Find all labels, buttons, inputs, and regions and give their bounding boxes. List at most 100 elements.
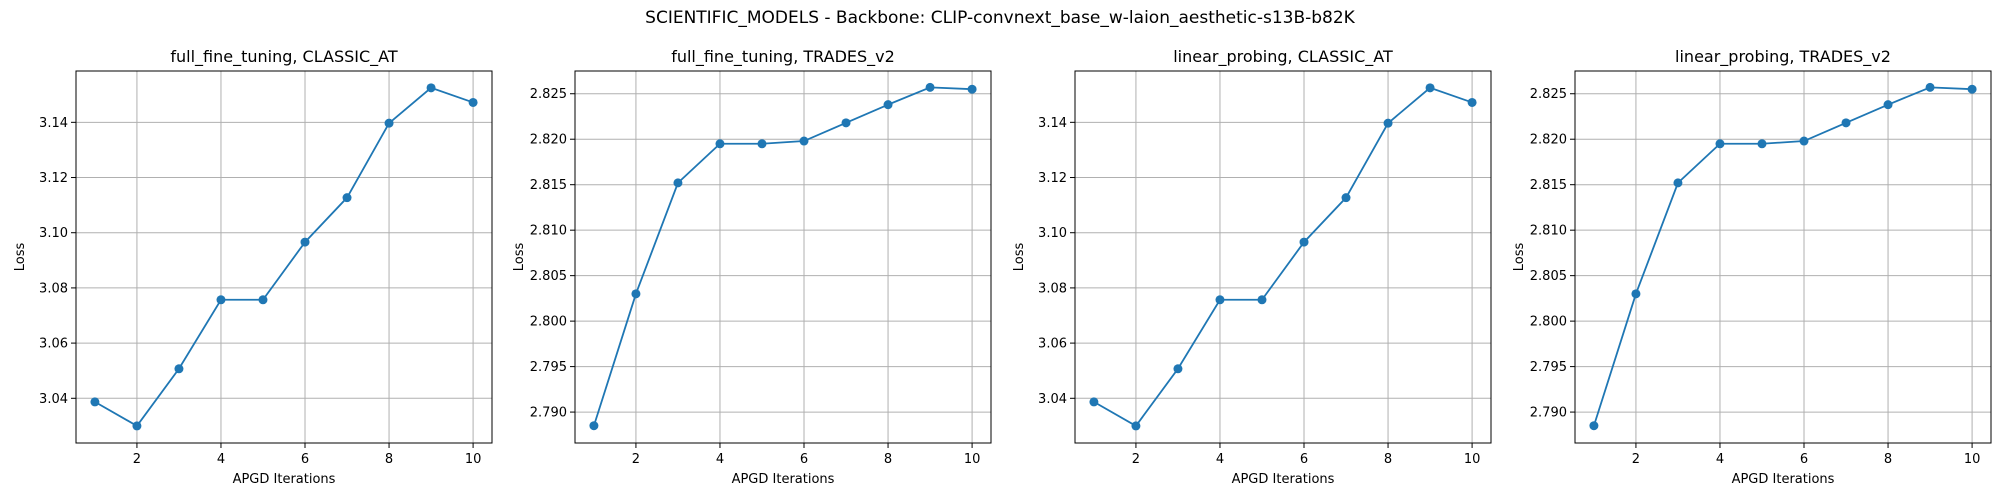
data-point xyxy=(384,118,394,128)
x-tick-label: 6 xyxy=(1300,452,1308,467)
data-point xyxy=(1925,82,1935,92)
y-tick-label: 2.795 xyxy=(530,360,567,375)
data-point xyxy=(673,178,683,188)
data-point xyxy=(90,397,100,407)
y-tick-label: 2.825 xyxy=(1530,87,1567,102)
y-tick-label: 3.08 xyxy=(39,281,68,296)
data-point xyxy=(300,237,310,247)
x-tick-label: 8 xyxy=(1384,452,1392,467)
data-point xyxy=(1631,289,1641,299)
data-point xyxy=(1883,100,1893,110)
y-tick-label: 3.04 xyxy=(1038,392,1067,407)
data-point xyxy=(1467,97,1477,107)
axes-frame xyxy=(574,70,992,444)
data-point xyxy=(799,136,809,146)
y-tick-label: 3.12 xyxy=(1038,171,1067,186)
y-tick-label: 2.820 xyxy=(1530,133,1567,148)
data-point xyxy=(1089,397,1099,407)
series-line xyxy=(94,86,474,428)
x-axis-label: APGD Iterations xyxy=(1232,472,1335,487)
y-tick-label: 3.10 xyxy=(1038,226,1067,241)
y-tick-label: 3.14 xyxy=(1038,116,1067,131)
chart-title: linear_probing, CLASSIC_AT xyxy=(1173,47,1393,67)
series-line xyxy=(1593,86,1973,426)
x-tick-label: 10 xyxy=(964,452,981,467)
data-point xyxy=(967,84,977,94)
data-point xyxy=(1215,295,1225,305)
x-tick-label: 2 xyxy=(1632,452,1640,467)
axes-frame xyxy=(75,70,493,444)
x-tick-label: 8 xyxy=(1884,452,1892,467)
y-tick-label: 2.795 xyxy=(1530,360,1567,375)
data-point xyxy=(925,82,935,92)
x-tick-label: 2 xyxy=(632,452,640,467)
chart-panel-3: 2 4 6 8 10 3.04 3.06 3.08 3.10 3.12 3.14 linear_pro… xyxy=(1012,47,1492,487)
series-line xyxy=(1093,86,1473,428)
x-tick-label: 8 xyxy=(884,452,892,467)
x-tick-label: 6 xyxy=(800,452,808,467)
x-tick-label: 4 xyxy=(1216,452,1224,467)
data-point xyxy=(342,193,352,203)
data-point xyxy=(174,364,184,374)
chart-title: linear_probing, TRADES_v2 xyxy=(1675,47,1891,67)
y-tick-label: 2.805 xyxy=(530,269,567,284)
y-tick-label: 3.04 xyxy=(39,392,68,407)
y-tick-label: 2.815 xyxy=(530,178,567,193)
y-tick-label: 2.790 xyxy=(1530,406,1567,421)
data-point xyxy=(258,295,268,305)
y-axis-label: Loss xyxy=(1012,243,1027,272)
y-tick-label: 3.10 xyxy=(39,226,68,241)
chart-title: full_fine_tuning, TRADES_v2 xyxy=(671,47,895,67)
x-tick-label: 6 xyxy=(1800,452,1808,467)
data-point xyxy=(1299,237,1309,247)
data-point xyxy=(1425,83,1435,93)
y-tick-label: 3.06 xyxy=(1038,337,1067,352)
data-point xyxy=(1799,136,1809,146)
y-tick-label: 2.825 xyxy=(530,87,567,102)
data-point xyxy=(841,118,851,128)
axes-frame xyxy=(1574,70,1992,444)
y-axis-label: Loss xyxy=(512,243,527,272)
y-tick-label: 2.790 xyxy=(530,406,567,421)
y-tick-label: 3.06 xyxy=(39,337,68,352)
y-tick-label: 2.810 xyxy=(1530,224,1567,239)
x-tick-label: 10 xyxy=(465,452,482,467)
series-line xyxy=(593,86,973,426)
data-point xyxy=(757,139,767,149)
data-point xyxy=(1589,421,1599,431)
y-tick-label: 3.08 xyxy=(1038,281,1067,296)
data-point xyxy=(1841,118,1851,128)
data-point xyxy=(132,421,142,431)
y-tick-label: 2.815 xyxy=(1530,178,1567,193)
y-tick-label: 2.800 xyxy=(1530,315,1567,330)
data-point xyxy=(1715,139,1725,149)
x-axis-label: APGD Iterations xyxy=(732,472,835,487)
data-point xyxy=(1757,139,1767,149)
x-tick-label: 4 xyxy=(217,452,225,467)
data-point xyxy=(1173,364,1183,374)
data-point xyxy=(1383,118,1393,128)
data-point xyxy=(426,83,436,93)
x-tick-label: 2 xyxy=(1132,452,1140,467)
x-tick-label: 8 xyxy=(385,452,393,467)
axes-frame xyxy=(1074,70,1492,444)
data-point xyxy=(589,421,599,431)
x-tick-label: 6 xyxy=(301,452,309,467)
x-tick-label: 10 xyxy=(1464,452,1481,467)
x-tick-label: 4 xyxy=(1716,452,1724,467)
chart-title: full_fine_tuning, CLASSIC_AT xyxy=(170,47,398,67)
y-tick-label: 3.12 xyxy=(39,171,68,186)
chart-panel-4: 2 4 6 8 10 2.790 2.795 2.800 2.805 2.810 2.815 2.82… xyxy=(1512,47,1992,487)
y-tick-label: 2.800 xyxy=(530,315,567,330)
data-point xyxy=(883,100,893,110)
figure-suptitle: SCIENTIFIC_MODELS - Backbone: CLIP-convn… xyxy=(645,8,1355,28)
chart-panel-2: 2 4 6 8 10 2.790 2.795 2.800 2.805 2.810 2.815 2.82… xyxy=(512,47,992,487)
y-axis-label: Loss xyxy=(13,243,28,272)
y-tick-label: 2.805 xyxy=(1530,269,1567,284)
x-tick-label: 2 xyxy=(133,452,141,467)
y-tick-label: 2.810 xyxy=(530,224,567,239)
y-axis-label: Loss xyxy=(1512,243,1527,272)
data-point xyxy=(1257,295,1267,305)
y-tick-label: 2.820 xyxy=(530,133,567,148)
